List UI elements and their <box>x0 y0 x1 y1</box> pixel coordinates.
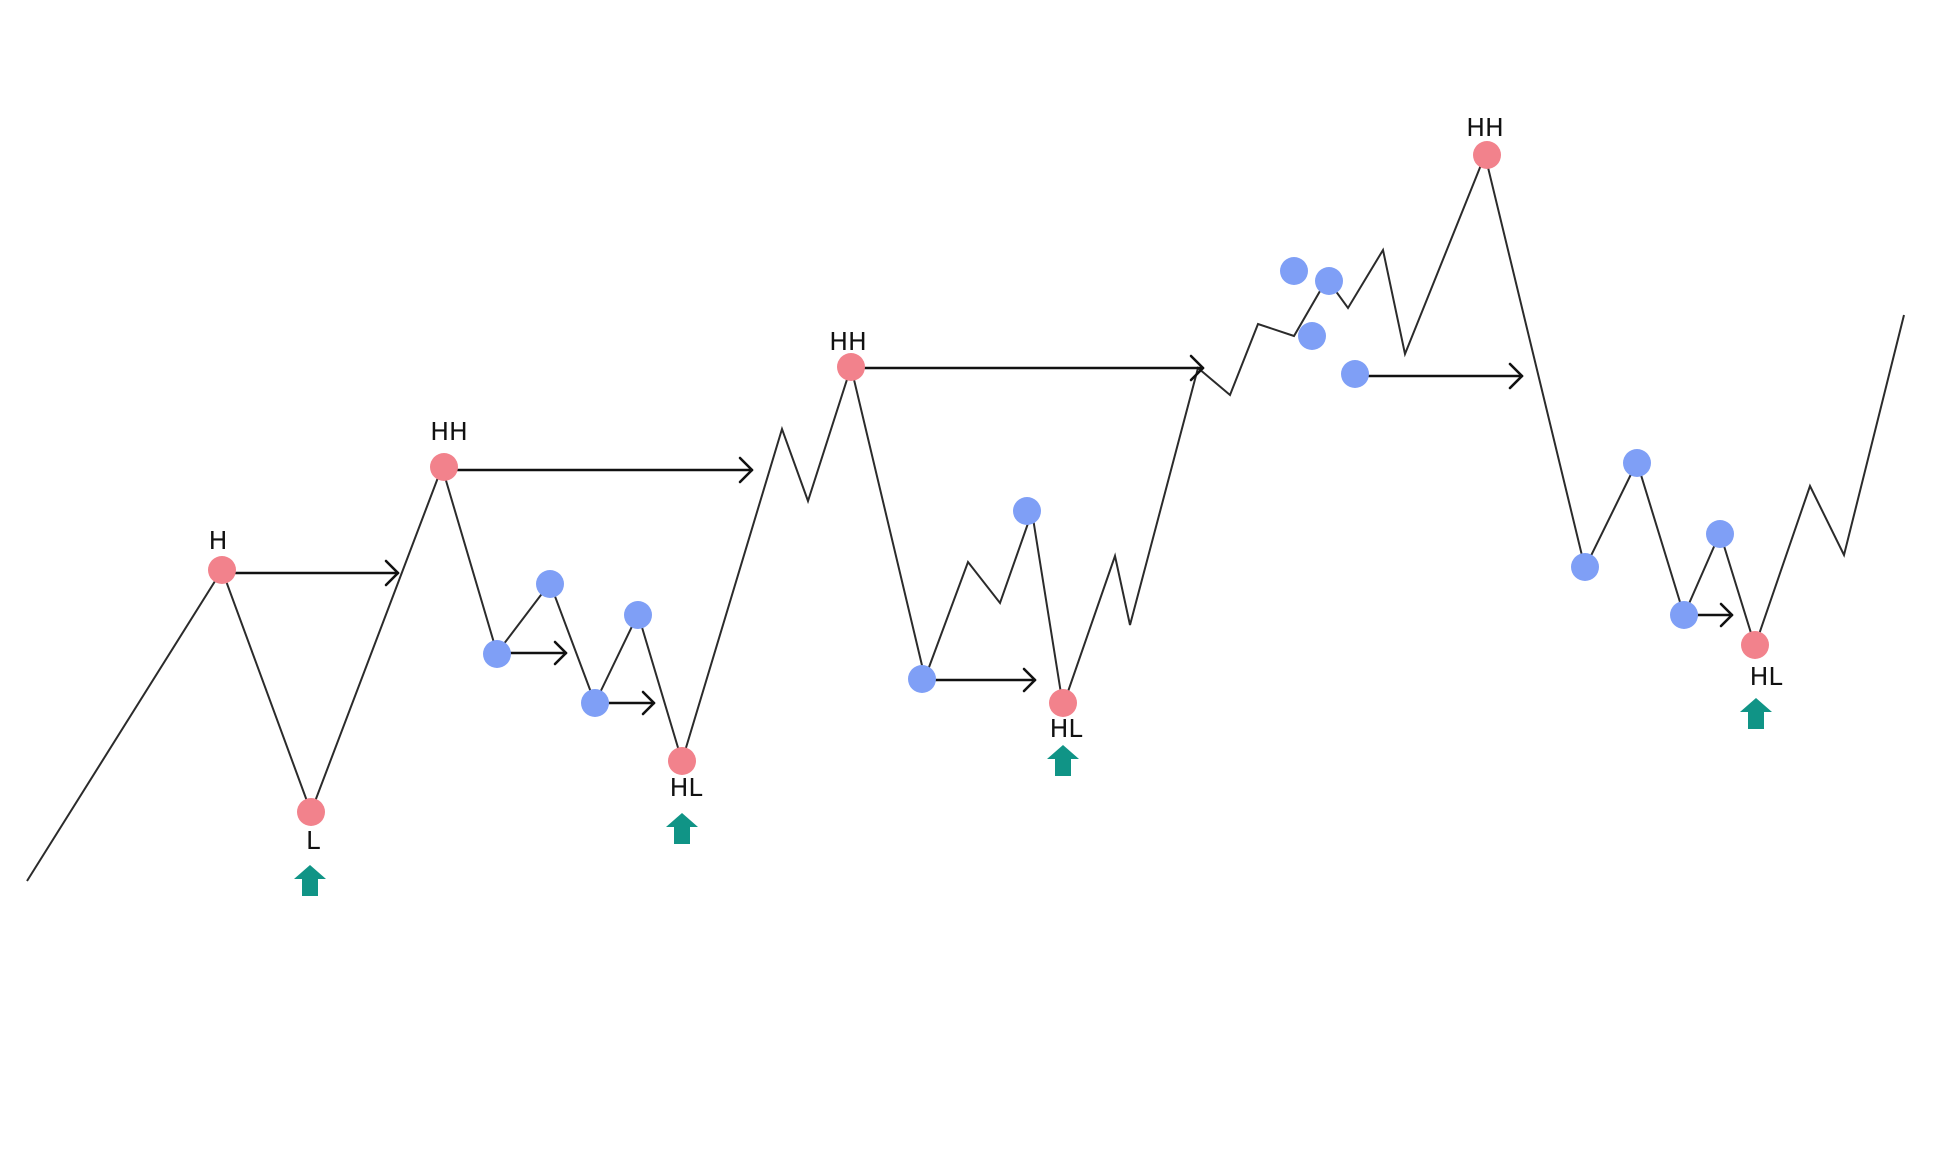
price-path <box>26 151 1905 882</box>
label-hh: HH <box>1466 113 1504 142</box>
right-arrow-icon <box>641 690 656 716</box>
major-swing-point-hl <box>1049 689 1077 717</box>
minor-swing-point <box>1571 553 1599 581</box>
minor-swing-points <box>483 257 1734 717</box>
label-hh: HH <box>430 417 468 446</box>
right-arrow-icon <box>384 559 400 587</box>
minor-swing-point <box>1623 449 1651 477</box>
major-swing-point-hh <box>837 353 865 381</box>
major-swing-points <box>208 141 1769 826</box>
minor-swing-point <box>483 640 511 668</box>
minor-swing-point <box>1341 360 1369 388</box>
minor-swing-point <box>581 689 609 717</box>
right-arrow-icon <box>1719 602 1734 628</box>
major-swing-point-l <box>297 798 325 826</box>
minor-swing-point <box>1298 322 1326 350</box>
label-hh: HH <box>829 327 867 356</box>
label-h: H <box>209 526 228 555</box>
up-arrow-icon <box>1740 698 1772 729</box>
right-arrow-icon <box>1508 362 1524 390</box>
up-arrow-icon <box>1047 745 1079 776</box>
major-swing-point-hh <box>430 453 458 481</box>
minor-swing-point <box>1013 497 1041 525</box>
right-arrow-icon <box>738 456 754 484</box>
minor-swing-point <box>1315 267 1343 295</box>
label-hl: HL <box>670 773 703 802</box>
right-arrow-icon <box>1022 667 1037 693</box>
major-swing-point-h <box>208 556 236 584</box>
label-hl: HL <box>1750 662 1783 691</box>
right-arrow-icon <box>1189 354 1205 382</box>
minor-swing-point <box>1670 601 1698 629</box>
minor-swing-point <box>1280 257 1308 285</box>
label-l: L <box>306 826 320 855</box>
minor-swing-point <box>908 665 936 693</box>
major-swing-point-hl <box>1741 631 1769 659</box>
minor-swing-point <box>624 601 652 629</box>
major-swing-point-hl <box>668 747 696 775</box>
minor-swing-point <box>1706 520 1734 548</box>
up-arrow-icon <box>294 865 326 896</box>
entry-markers <box>294 698 1772 896</box>
right-arrow-icon <box>553 640 568 666</box>
swing-labels: H L HH HL HH HL HH HL <box>209 113 1783 855</box>
minor-swing-point <box>536 570 564 598</box>
label-hl: HL <box>1050 714 1083 743</box>
up-arrow-icon <box>666 813 698 844</box>
major-swing-point-hh <box>1473 141 1501 169</box>
